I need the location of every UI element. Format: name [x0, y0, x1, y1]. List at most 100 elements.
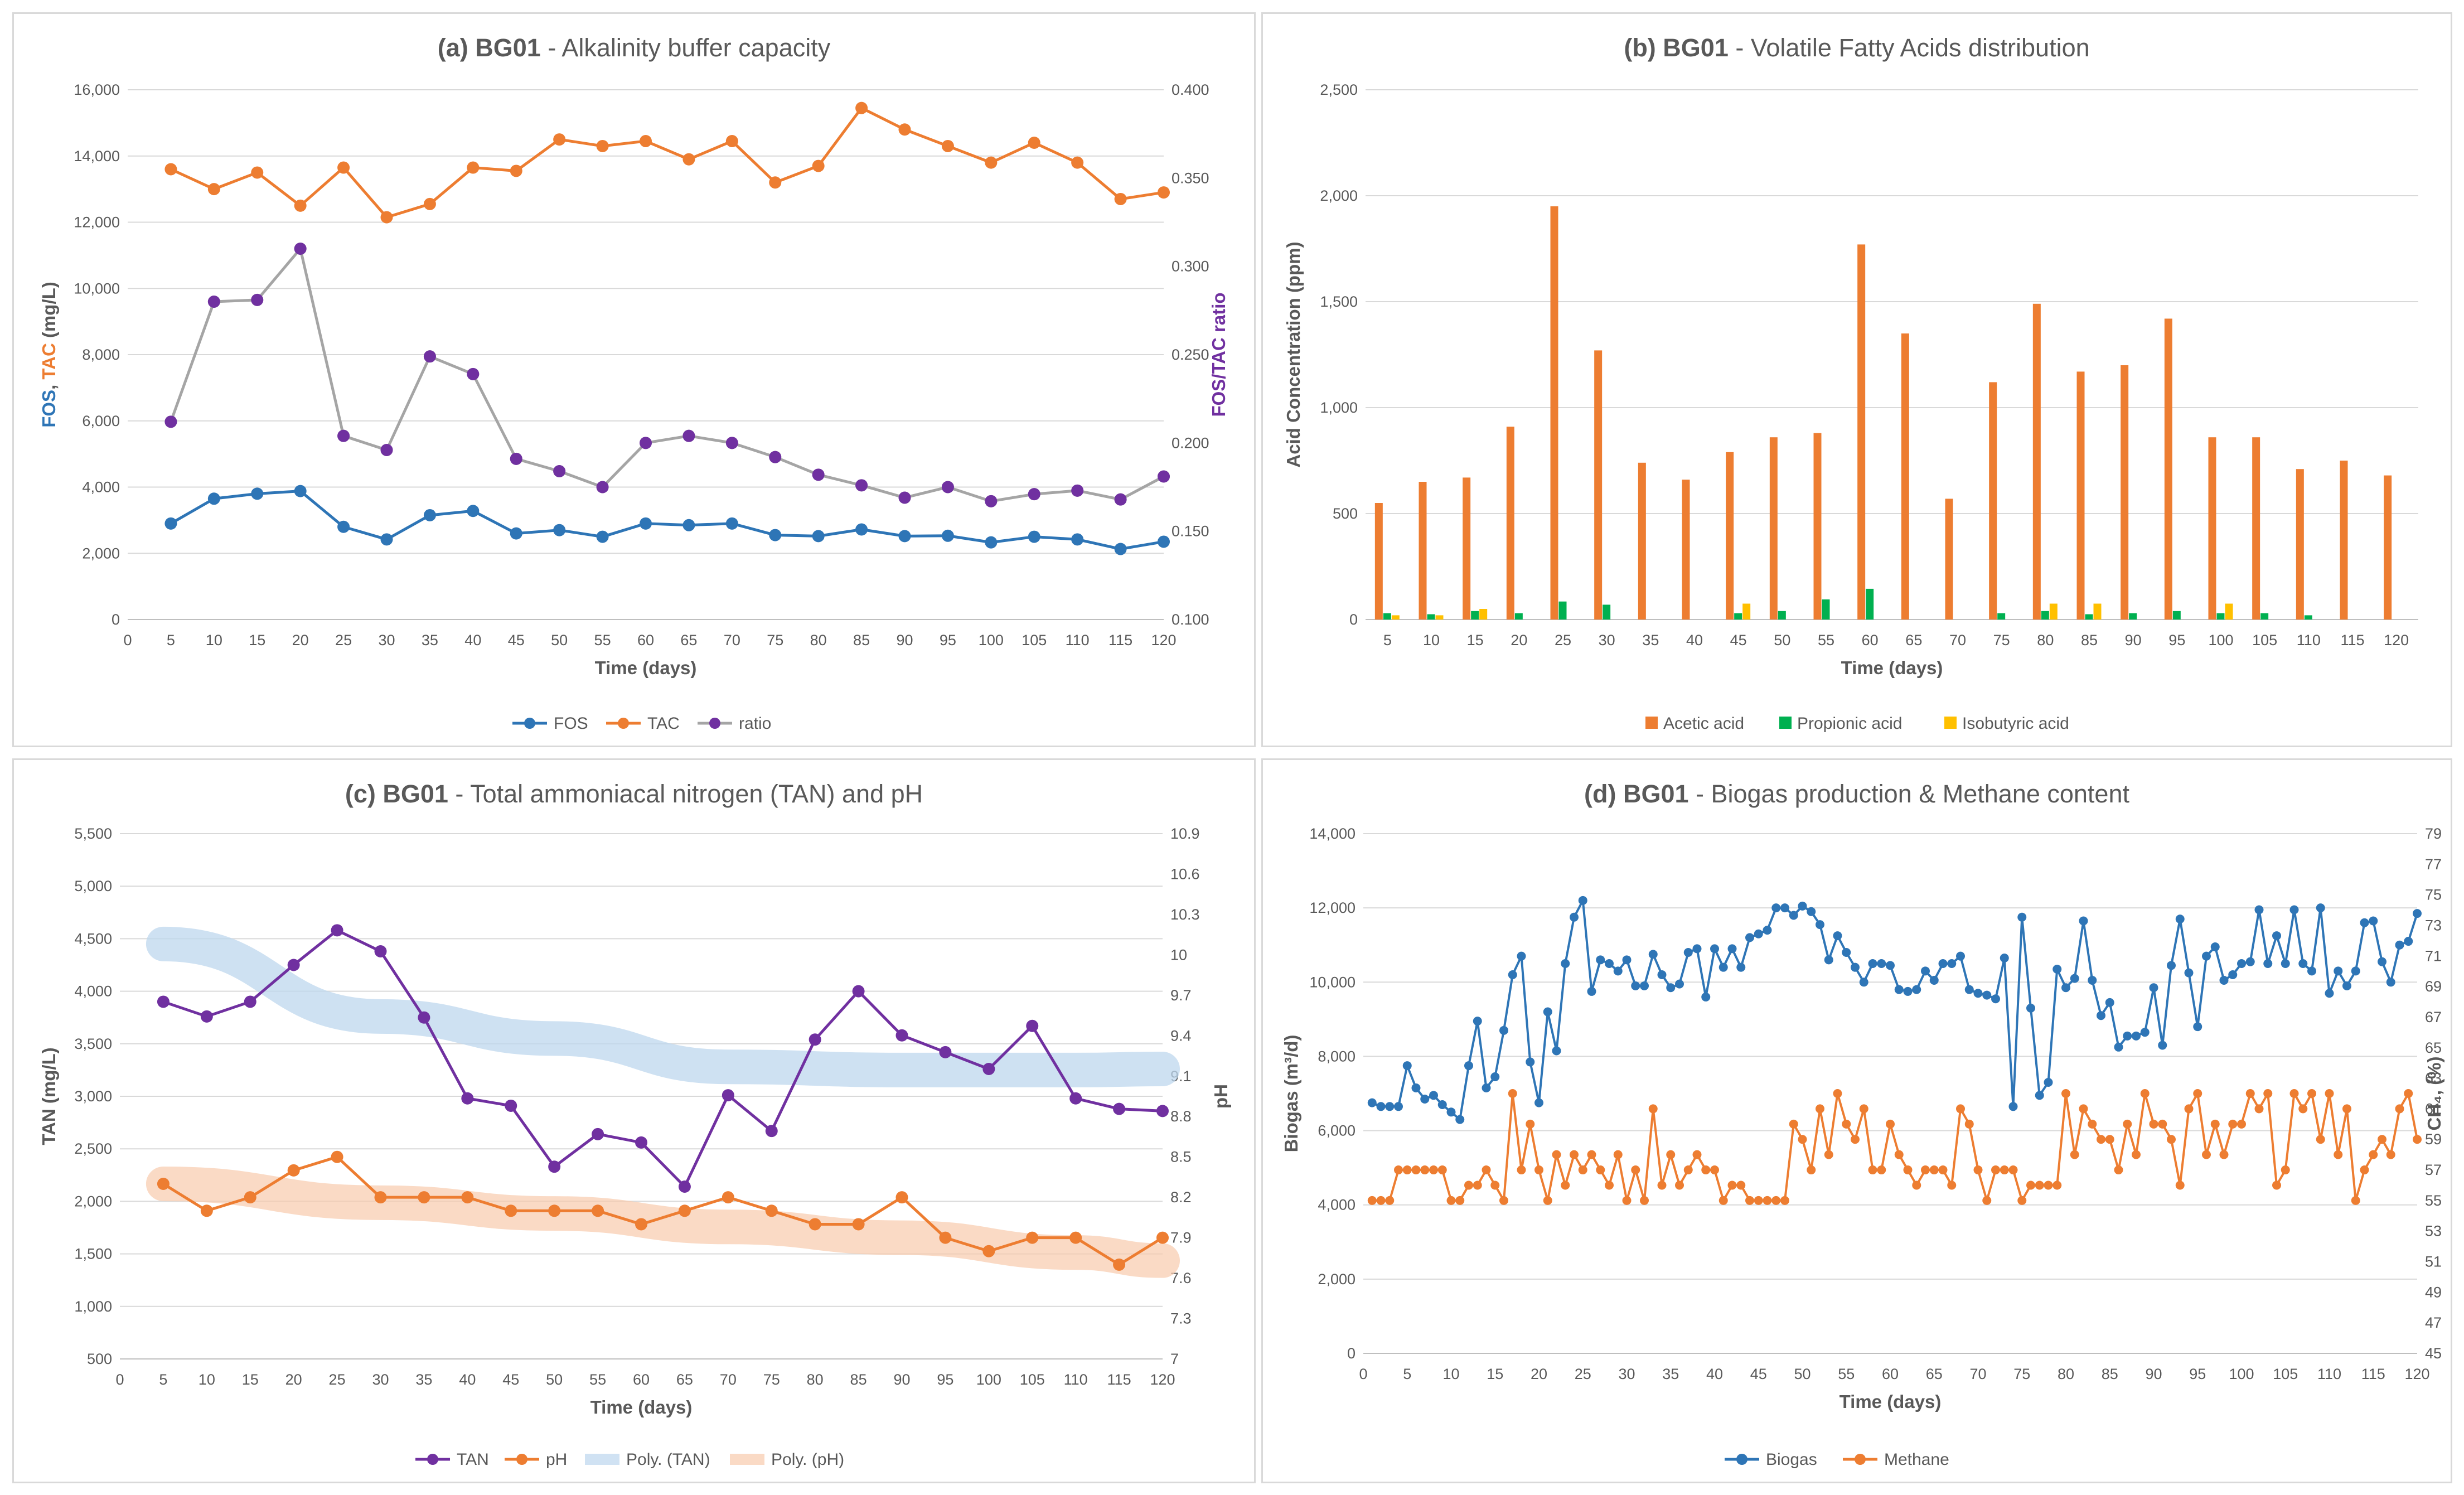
methane-point: [1798, 1135, 1807, 1144]
x-tick-label: 25: [329, 1371, 346, 1388]
y2-tick-label: 45: [2425, 1345, 2442, 1362]
chart-title-panel-label: (a) BG01: [438, 33, 541, 62]
biogas-point: [2026, 1003, 2035, 1013]
ratio-point: [596, 481, 609, 494]
x-tick-label: 120: [2384, 632, 2409, 649]
y2-tick-label: 8.2: [1170, 1189, 1192, 1206]
biogas-point: [1894, 985, 1904, 994]
tac-point: [1158, 186, 1170, 199]
tac-point: [725, 135, 738, 148]
tac-point: [164, 163, 177, 176]
biogas-point: [2079, 916, 2088, 926]
y2-tick-label: 7: [1170, 1351, 1179, 1367]
biogas-point: [1727, 944, 1737, 954]
acetic-acid-bar: [2032, 303, 2041, 620]
propionic-acid-bar: [2172, 611, 2181, 620]
biogas-point: [2219, 975, 2229, 985]
tac-point: [467, 161, 480, 174]
methane-point: [1648, 1104, 1658, 1114]
tac-point: [1028, 137, 1040, 149]
methane-point: [1824, 1150, 1833, 1159]
ratio-point: [985, 495, 998, 507]
y2-tick-label: 8.8: [1170, 1108, 1192, 1125]
ph-point: [331, 1150, 343, 1163]
biogas-point: [2132, 1031, 2141, 1041]
methane-point: [1868, 1165, 1877, 1175]
methane-point: [2404, 1089, 2413, 1098]
y2-tick-label: 47: [2425, 1314, 2442, 1331]
chart-title-panel-label: (c) BG01: [345, 780, 448, 808]
ph-point: [1069, 1231, 1082, 1244]
biogas-point: [1745, 933, 1754, 942]
x-tick-label: 50: [1774, 632, 1790, 649]
x-tick-label: 45: [1730, 632, 1747, 649]
ratio-point: [1114, 493, 1127, 506]
x-tick-label: 30: [372, 1371, 389, 1388]
tan-point: [418, 1011, 430, 1024]
x-tick-label: 70: [724, 632, 740, 649]
methane-point: [2114, 1165, 2123, 1175]
biogas-point: [1657, 970, 1667, 979]
methane-point: [1482, 1165, 1491, 1175]
x-tick-label: 15: [249, 632, 265, 649]
x-tick-label: 20: [1511, 632, 1527, 649]
ph-point: [635, 1218, 647, 1231]
propionic-acid-bar: [2129, 613, 2137, 620]
methane-point: [1605, 1180, 1614, 1190]
biogas-point: [1561, 959, 1570, 968]
biogas-point: [2184, 968, 2194, 978]
biogas-point: [2360, 918, 2369, 927]
ph-point: [374, 1191, 387, 1204]
y-tick-label: 12,000: [74, 214, 120, 231]
methane-point: [1912, 1180, 1921, 1190]
ph-trend-legend-label: Poly. (pH): [771, 1450, 844, 1469]
biogas-point: [2281, 959, 2290, 968]
methane-point: [2316, 1135, 2325, 1144]
fos-point: [596, 530, 609, 543]
x-tick-label: 95: [2168, 632, 2185, 649]
biogas-point: [2167, 961, 2176, 970]
acetic-acid-bar: [2121, 365, 2129, 620]
y2-tick-label: 0.350: [1172, 170, 1209, 186]
biogas-point: [2378, 957, 2386, 966]
methane-point: [2298, 1104, 2308, 1114]
x-tick-label: 70: [720, 1371, 737, 1388]
methane-point: [2378, 1135, 2386, 1144]
x-tick-label: 80: [810, 632, 827, 649]
methane-point: [1886, 1119, 1895, 1129]
fos-point: [251, 487, 264, 500]
methane-point: [1473, 1180, 1482, 1190]
chart-title-panel-label: (b) BG01: [1624, 33, 1729, 62]
x-tick-label: 40: [1706, 1366, 1723, 1382]
propionic-acid-bar: [1778, 611, 1786, 620]
biogas-point: [1718, 962, 1728, 972]
x-tick-label: 10: [199, 1371, 215, 1388]
tac-point: [1071, 156, 1084, 169]
y2-tick-label: 9.4: [1170, 1027, 1192, 1044]
tac-point: [294, 199, 307, 212]
y-tick-label: 0: [112, 611, 120, 628]
methane-point: [2245, 1089, 2255, 1098]
methane-point: [2158, 1119, 2167, 1129]
x-tick-label: 60: [637, 632, 654, 649]
biogas-point: [2307, 966, 2316, 976]
fos-point: [423, 509, 436, 521]
methane-point: [1543, 1196, 1552, 1205]
methane-point: [1666, 1150, 1676, 1159]
tan-point: [982, 1063, 995, 1076]
ph-point: [548, 1204, 561, 1217]
methane-point: [1446, 1196, 1456, 1205]
methane-point: [2307, 1089, 2316, 1098]
y-tick-label: 1,500: [1320, 293, 1358, 310]
methane-point: [1675, 1180, 1684, 1190]
isobutyric-acid-bar: [1391, 615, 1400, 620]
y-tick-label: 4,000: [74, 983, 112, 1000]
ratio-legend-marker: [709, 718, 720, 729]
biogas-point: [2395, 940, 2404, 950]
x-tick-label: 50: [546, 1371, 563, 1388]
biogas-point: [2114, 1042, 2123, 1052]
x-tick-label: 100: [2208, 632, 2233, 649]
fos-point: [467, 505, 480, 517]
biogas-point: [2237, 959, 2246, 968]
acetic-acid-bar: [1550, 206, 1558, 620]
